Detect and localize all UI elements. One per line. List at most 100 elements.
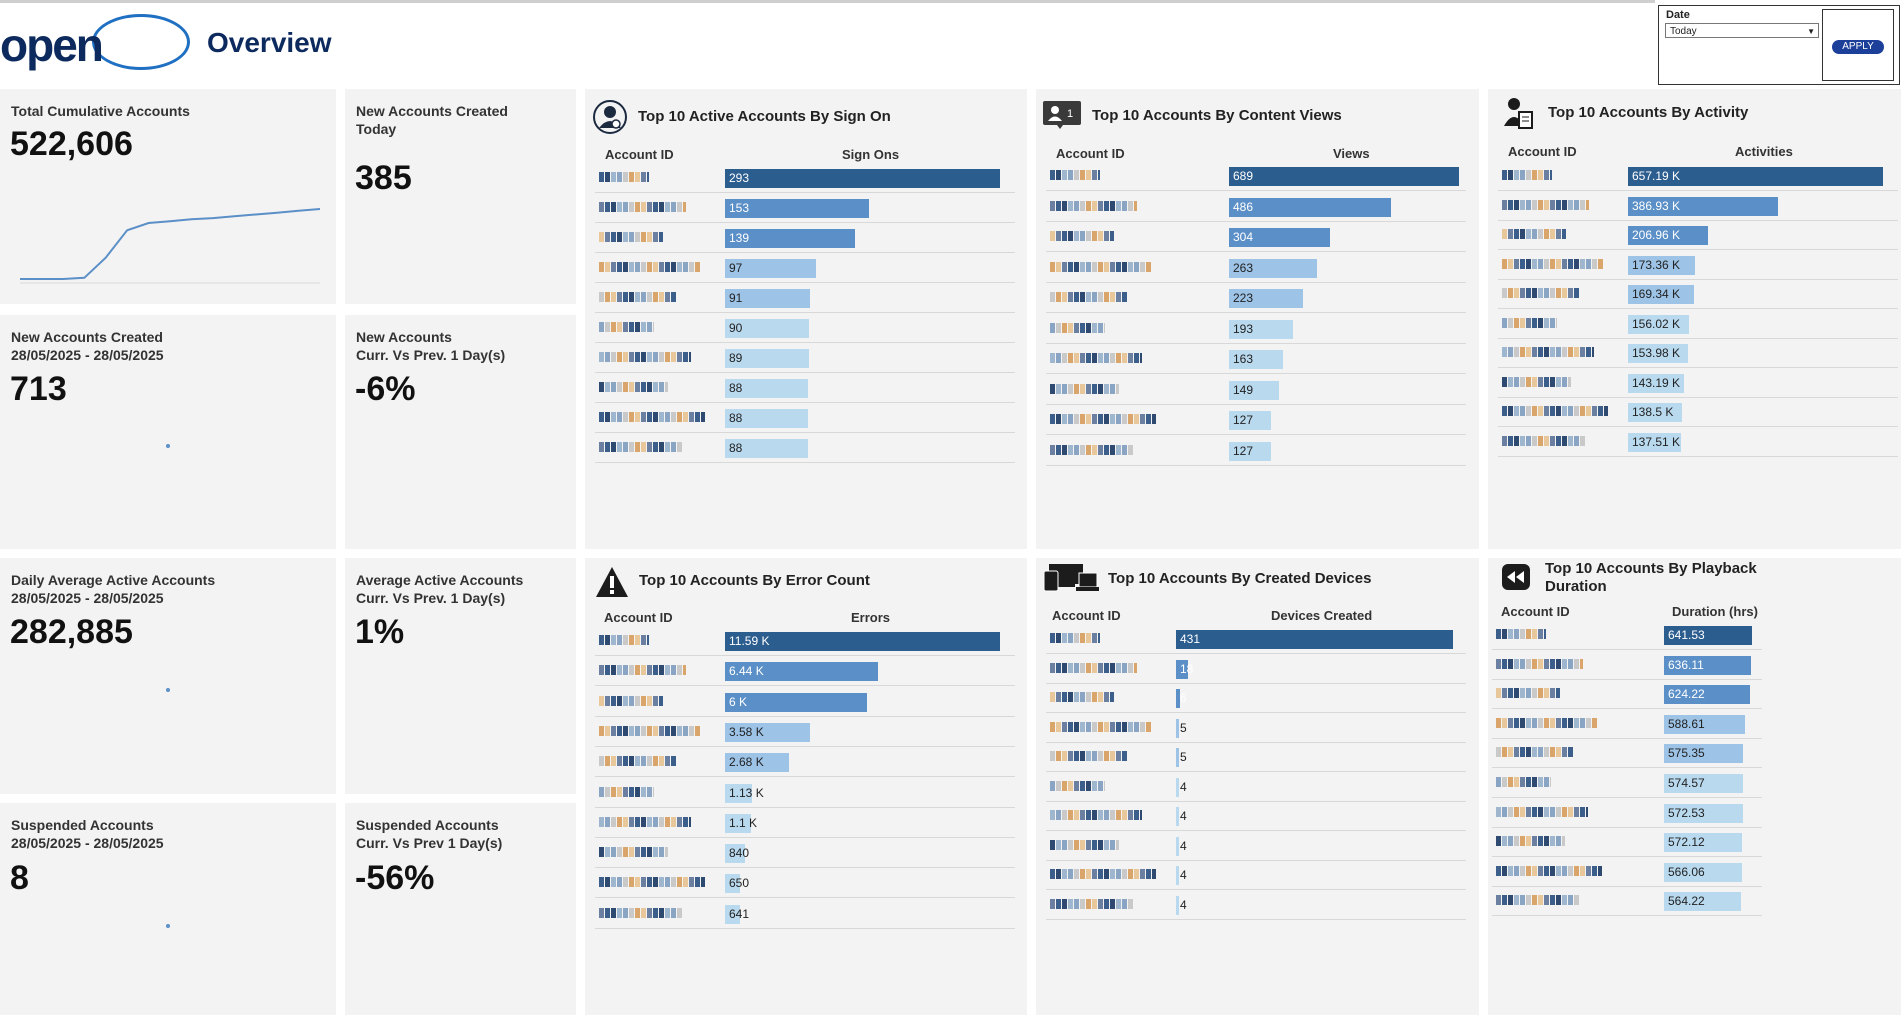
bar[interactable] [1664,744,1743,764]
bar-value-label: 5 [1180,720,1187,735]
bar[interactable] [1176,836,1179,856]
user-badge-icon [593,100,627,139]
bar[interactable] [1229,411,1272,430]
bar[interactable] [1628,373,1684,393]
account-id-masked [1050,231,1114,241]
bar-value-label: 572.12 [1668,835,1705,850]
bar[interactable] [725,632,1000,651]
table-row: 163 [1046,344,1466,374]
row-divider [1492,856,1762,858]
account-id-masked [1502,170,1552,180]
bar[interactable] [1628,314,1689,334]
bar[interactable] [1229,289,1304,308]
col-header-account-views: Account ID [1056,146,1125,161]
bar[interactable] [725,844,745,864]
bar[interactable] [1229,441,1272,461]
bar[interactable] [1176,630,1453,649]
bar[interactable] [725,813,752,833]
bar[interactable] [1664,655,1752,675]
bar[interactable] [725,692,868,712]
bar[interactable] [1664,803,1743,823]
table-row: 149 [1046,375,1466,405]
bar[interactable] [1628,255,1696,275]
bar[interactable] [725,439,808,458]
bar[interactable] [1628,344,1688,363]
bar[interactable] [725,169,1000,188]
kpi-title-sub: Curr. Vs Prev 1 Day(s) [356,835,503,851]
bar[interactable] [725,662,878,682]
bar[interactable] [1664,626,1752,645]
bar[interactable] [725,289,811,308]
bar[interactable] [1664,892,1742,912]
date-select[interactable]: Today ▼ [1665,23,1819,38]
table-row: 1.1 K [595,808,1015,838]
bar[interactable] [1176,748,1180,767]
bar[interactable] [1176,718,1180,738]
bar[interactable] [1229,228,1331,247]
table-row: 153.98 K [1498,338,1898,368]
bar[interactable] [725,229,856,248]
bar[interactable] [725,199,869,218]
bar[interactable] [1628,403,1682,422]
account-id-masked [1502,376,1571,387]
bar-value-label: 88 [729,381,743,395]
col-header-metric-activity: Activities [1735,144,1793,159]
table-row: 564.22 [1492,886,1762,917]
table-row: 4 [1046,772,1466,802]
bar[interactable] [1176,689,1180,708]
apply-button[interactable]: APPLY [1832,40,1884,54]
account-id-masked [599,665,686,676]
bar[interactable] [725,722,810,742]
row-divider [1492,678,1762,680]
table-row: 88 [595,433,1015,463]
bar[interactable] [1176,659,1188,679]
table-row: 572.12 [1492,827,1762,858]
bar[interactable] [725,783,752,803]
bar[interactable] [725,349,809,368]
bar[interactable] [725,319,810,338]
kpi-title-sub: 28/05/2025 - 28/05/2025 [11,835,164,851]
bar[interactable] [725,379,808,398]
bar[interactable] [1229,197,1392,217]
bar[interactable] [1176,866,1179,885]
logo-tv: tv [112,18,152,67]
table-row: 88 [595,403,1015,433]
bar[interactable] [1176,807,1179,826]
bar[interactable] [1176,895,1179,915]
bar[interactable] [725,753,789,773]
kpi-value: 282,885 [10,613,133,651]
bar[interactable] [1628,432,1682,452]
bar[interactable] [725,259,817,278]
account-id-masked [1050,383,1119,394]
bar[interactable] [1628,285,1694,304]
account-id-masked [1050,353,1142,363]
bar-value-label: 4 [1180,809,1187,823]
table-row: 89 [595,343,1015,373]
bar[interactable] [1664,833,1743,853]
bar[interactable] [1229,350,1284,369]
bar[interactable] [1229,258,1317,278]
viewer-icon: 1 [1043,101,1081,134]
bar[interactable] [1628,196,1779,216]
bar-value-label: 1.1 K [729,815,758,830]
bar[interactable] [1229,167,1459,186]
page-title: Overview [207,27,332,58]
bar-value-label: 138.5 K [1632,405,1674,419]
bar[interactable] [725,874,741,894]
bar-value-label: 127 [1233,413,1254,427]
bar[interactable] [1176,777,1179,797]
bar[interactable] [1628,167,1883,186]
kpi-title-sub: Curr. Vs Prev. 1 Day(s) [356,590,506,606]
account-id-masked [1502,229,1566,239]
bar[interactable] [1664,685,1750,705]
bar[interactable] [1229,380,1279,400]
bar[interactable] [1664,714,1745,734]
bar[interactable] [725,904,741,924]
bar[interactable] [725,409,808,428]
row-divider [1046,830,1466,831]
bar[interactable] [1664,862,1742,882]
table-row: 169.34 K [1498,279,1898,309]
bar[interactable] [1229,319,1294,339]
bar[interactable] [1664,774,1743,793]
bar[interactable] [1628,226,1709,245]
